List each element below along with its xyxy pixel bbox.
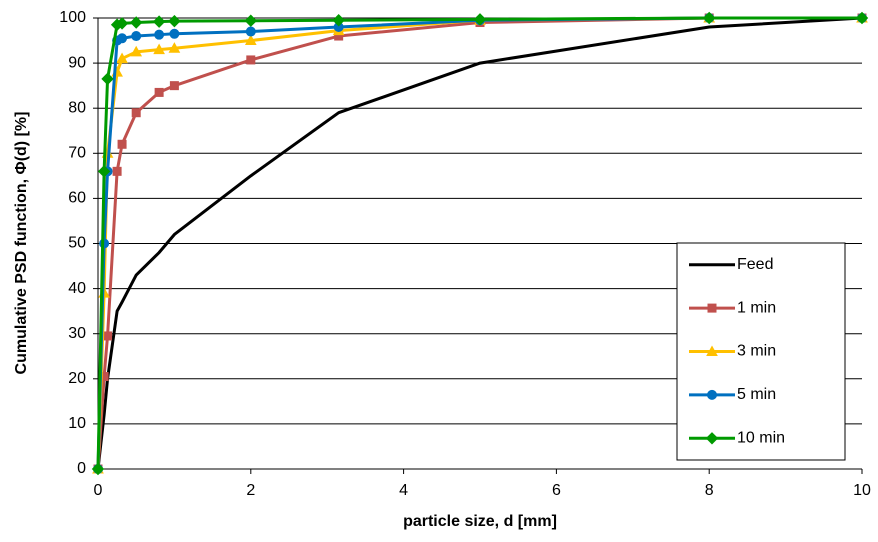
marker bbox=[130, 45, 143, 57]
y-tick-label: 50 bbox=[68, 235, 86, 252]
y-axis-label: Cumulative PSD function, Φ(d) [%] bbox=[13, 112, 30, 375]
marker bbox=[115, 17, 129, 30]
legend-label: Feed bbox=[737, 256, 773, 273]
x-tick-label: 8 bbox=[705, 482, 714, 499]
y-tick-label: 100 bbox=[59, 9, 86, 26]
y-tick-label: 40 bbox=[68, 280, 86, 297]
y-tick-label: 60 bbox=[68, 190, 86, 207]
marker bbox=[168, 14, 181, 28]
marker bbox=[706, 345, 718, 356]
marker bbox=[101, 72, 114, 86]
marker bbox=[245, 26, 256, 37]
y-tick-label: 30 bbox=[68, 325, 86, 342]
marker bbox=[168, 42, 181, 53]
marker bbox=[129, 16, 143, 29]
marker bbox=[246, 55, 256, 65]
marker bbox=[244, 34, 257, 46]
marker bbox=[154, 29, 165, 40]
marker bbox=[117, 139, 127, 149]
y-tick-label: 80 bbox=[68, 99, 86, 116]
marker bbox=[112, 166, 122, 176]
x-tick-label: 10 bbox=[853, 482, 871, 499]
legend-label: 1 min bbox=[737, 299, 776, 316]
marker bbox=[855, 11, 869, 25]
marker bbox=[153, 43, 165, 55]
marker bbox=[154, 87, 164, 97]
marker bbox=[707, 389, 717, 400]
legend-label: 3 min bbox=[737, 343, 776, 360]
y-tick-label: 10 bbox=[68, 415, 86, 432]
marker bbox=[332, 14, 345, 27]
marker bbox=[103, 331, 113, 341]
y-tick-label: 90 bbox=[68, 54, 86, 71]
y-tick-label: 20 bbox=[68, 370, 86, 387]
marker bbox=[705, 432, 719, 445]
x-axis-label: particle size, d [mm] bbox=[403, 513, 557, 530]
marker bbox=[131, 108, 141, 118]
marker bbox=[131, 31, 142, 42]
legend-label: 5 min bbox=[737, 386, 776, 403]
x-tick-label: 0 bbox=[94, 482, 103, 499]
legend-label: 10 min bbox=[737, 430, 785, 447]
x-tick-label: 2 bbox=[246, 482, 255, 499]
marker bbox=[702, 11, 716, 25]
marker bbox=[169, 28, 180, 39]
marker bbox=[473, 13, 487, 26]
y-tick-label: 70 bbox=[68, 145, 86, 162]
marker bbox=[244, 14, 258, 27]
y-tick-label: 0 bbox=[77, 460, 86, 477]
marker bbox=[152, 15, 166, 28]
marker bbox=[169, 81, 179, 91]
x-tick-label: 6 bbox=[552, 482, 561, 499]
marker bbox=[116, 52, 128, 64]
marker bbox=[91, 462, 105, 476]
marker bbox=[117, 33, 128, 44]
marker bbox=[97, 165, 111, 178]
x-tick-label: 4 bbox=[399, 482, 408, 499]
marker bbox=[707, 303, 717, 313]
